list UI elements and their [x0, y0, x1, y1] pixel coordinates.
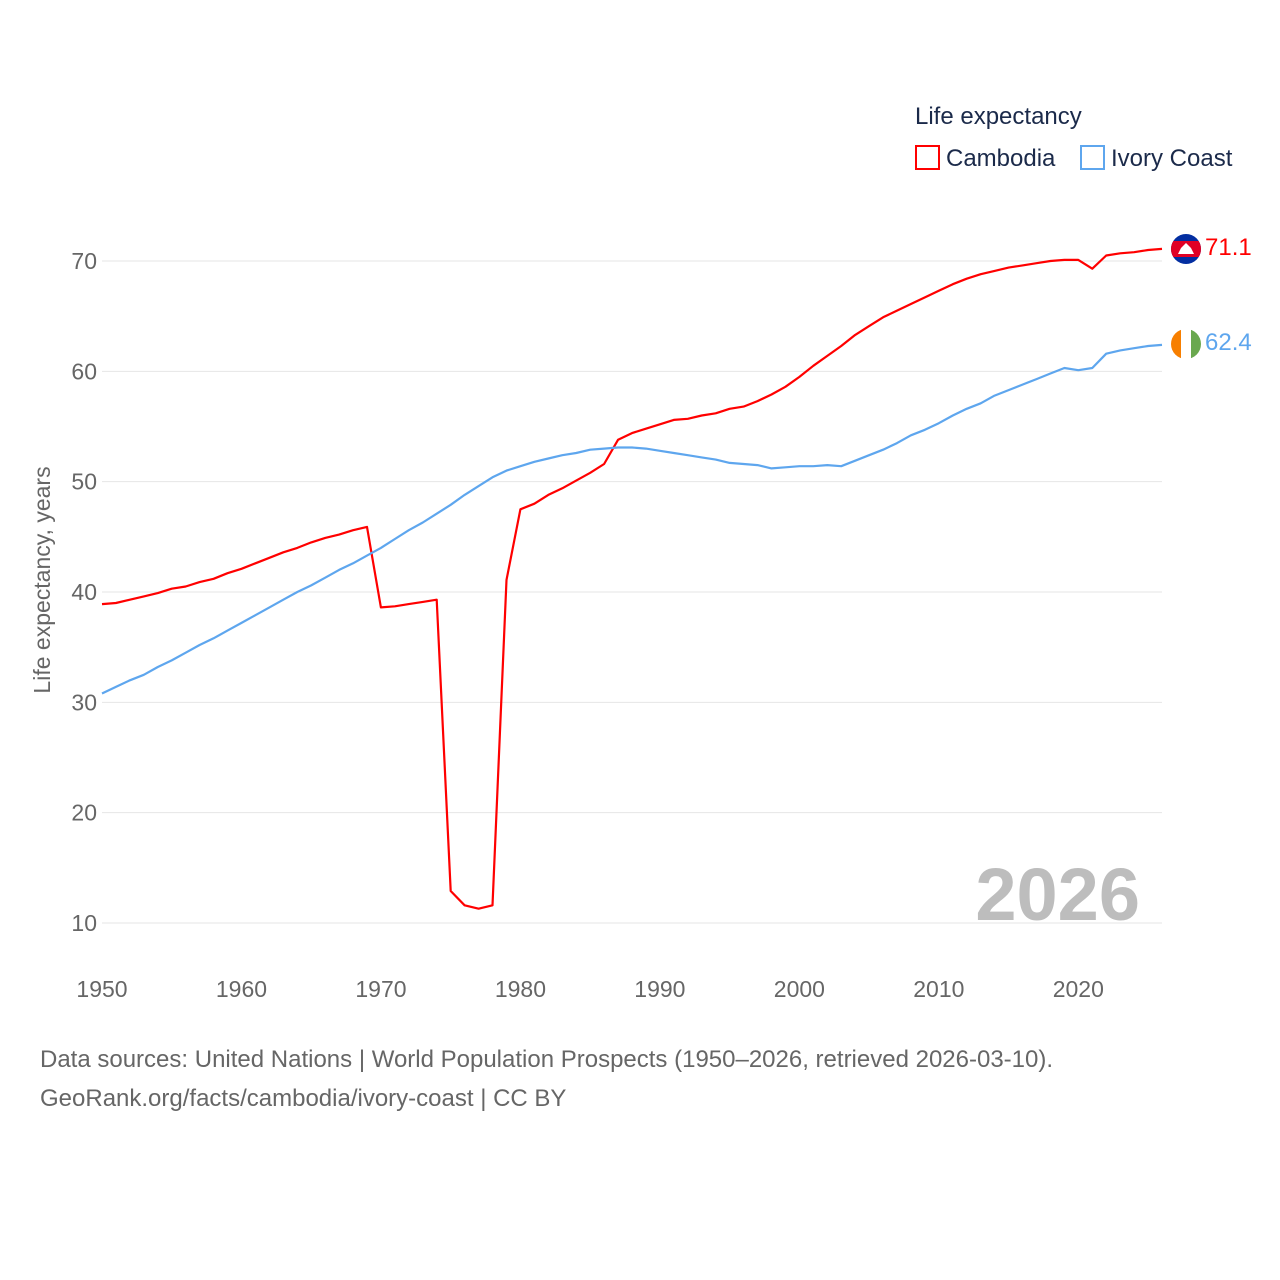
y-tick-label: 40: [71, 579, 97, 605]
x-tick-label: 2010: [913, 976, 964, 1002]
y-tick-label: 20: [71, 800, 97, 826]
x-axis: 1950 1960 1970 1980 1990 2000 2010 2020: [76, 976, 1103, 1002]
y-tick-label: 70: [71, 248, 97, 274]
y-axis-label: Life expectancy, years: [29, 466, 55, 693]
legend-label-cambodia[interactable]: Cambodia: [946, 145, 1056, 172]
grid: [102, 260, 1162, 924]
year-label: 2026: [975, 853, 1140, 936]
x-tick-label: 1960: [216, 976, 267, 1002]
y-tick-label: 10: [71, 910, 97, 936]
series-line-cambodia[interactable]: [101, 247, 1163, 910]
ivory-coast-flag-icon: [1171, 329, 1201, 359]
legend: Life expectancy Cambodia Ivory Coast: [915, 103, 1233, 172]
y-axis: 10 20 30 40 50 60 70: [71, 248, 97, 936]
x-tick-label: 1950: [76, 976, 127, 1002]
y-tick-label: 60: [71, 358, 97, 384]
footer-link[interactable]: GeoRank.org/facts/cambodia/ivory-coast |…: [40, 1085, 567, 1112]
legend-swatch-cambodia[interactable]: [915, 145, 940, 170]
end-label-cambodia: 71.1: [1205, 234, 1252, 261]
legend-title: Life expectancy: [915, 103, 1082, 130]
y-tick-label: 50: [71, 469, 97, 495]
y-tick-label: 30: [71, 689, 97, 715]
x-tick-label: 1980: [495, 976, 546, 1002]
legend-label-ivory-coast[interactable]: Ivory Coast: [1111, 145, 1233, 172]
series-line-ivory-coast[interactable]: [101, 343, 1163, 695]
cambodia-flag-icon: [1171, 234, 1201, 264]
x-tick-label: 2000: [774, 976, 825, 1002]
footer-sources: Data sources: United Nations | World Pop…: [40, 1046, 1054, 1073]
x-tick-label: 2020: [1053, 976, 1104, 1002]
end-label-ivory-coast: 62.4: [1205, 329, 1252, 356]
x-tick-label: 1970: [355, 976, 406, 1002]
x-tick-label: 1990: [634, 976, 685, 1002]
legend-swatch-ivory-coast[interactable]: [1080, 145, 1105, 170]
series-lines: [101, 247, 1163, 910]
